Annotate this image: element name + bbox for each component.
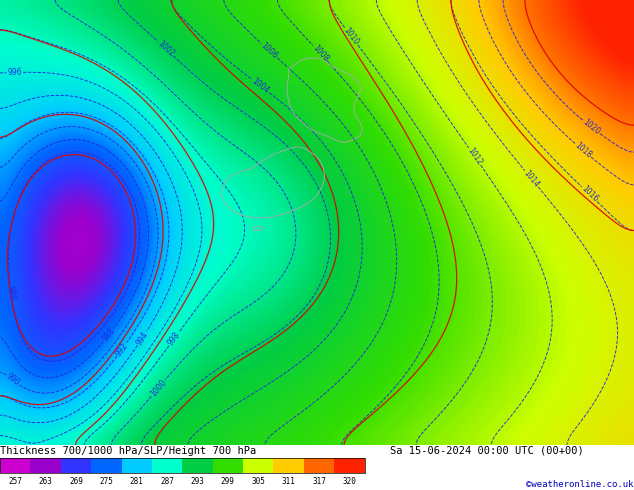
Text: 1014: 1014 (522, 169, 541, 189)
Text: 1008: 1008 (311, 43, 330, 64)
Text: 1020: 1020 (581, 118, 602, 137)
Bar (152, 458, 183, 473)
Text: 275: 275 (100, 477, 113, 487)
Text: 1002: 1002 (155, 39, 176, 59)
Text: 269: 269 (69, 477, 83, 487)
Text: 1006: 1006 (259, 41, 280, 61)
Text: 305: 305 (251, 477, 265, 487)
Text: Thickness 700/1000 hPa/SLP/Height 700 hPa: Thickness 700/1000 hPa/SLP/Height 700 hP… (0, 446, 256, 456)
Bar (243, 458, 273, 473)
Text: 992: 992 (114, 341, 130, 358)
Text: 1000: 1000 (148, 378, 168, 398)
Text: 988: 988 (101, 327, 117, 343)
Bar (183, 458, 212, 473)
Text: 1010: 1010 (342, 26, 361, 47)
Bar (273, 458, 304, 473)
Text: 1016: 1016 (579, 184, 600, 204)
Text: 1012: 1012 (465, 146, 484, 167)
Bar (304, 458, 334, 473)
Text: 317: 317 (312, 477, 326, 487)
Text: 1018: 1018 (573, 141, 593, 160)
Text: ©weatheronline.co.uk: ©weatheronline.co.uk (526, 480, 634, 489)
Text: 257: 257 (8, 477, 22, 487)
Text: 299: 299 (221, 477, 235, 487)
Bar (61, 458, 91, 473)
Bar (91, 458, 122, 473)
Text: 998: 998 (166, 331, 182, 348)
Bar (212, 458, 243, 473)
Bar (0, 458, 365, 473)
Text: 287: 287 (160, 477, 174, 487)
Bar (334, 458, 365, 473)
Text: 990: 990 (4, 372, 21, 388)
Text: 994: 994 (134, 330, 150, 347)
Text: 311: 311 (281, 477, 295, 487)
Text: 1004: 1004 (250, 76, 271, 96)
Text: 986: 986 (6, 285, 16, 300)
Text: 320: 320 (342, 477, 356, 487)
Text: Sa 15-06-2024 00:00 UTC (00+00): Sa 15-06-2024 00:00 UTC (00+00) (390, 446, 584, 456)
Bar (30, 458, 61, 473)
Text: 281: 281 (130, 477, 144, 487)
Text: 996: 996 (8, 68, 22, 77)
Text: 293: 293 (191, 477, 204, 487)
Bar (122, 458, 152, 473)
Bar (0, 458, 30, 473)
Text: 263: 263 (39, 477, 53, 487)
